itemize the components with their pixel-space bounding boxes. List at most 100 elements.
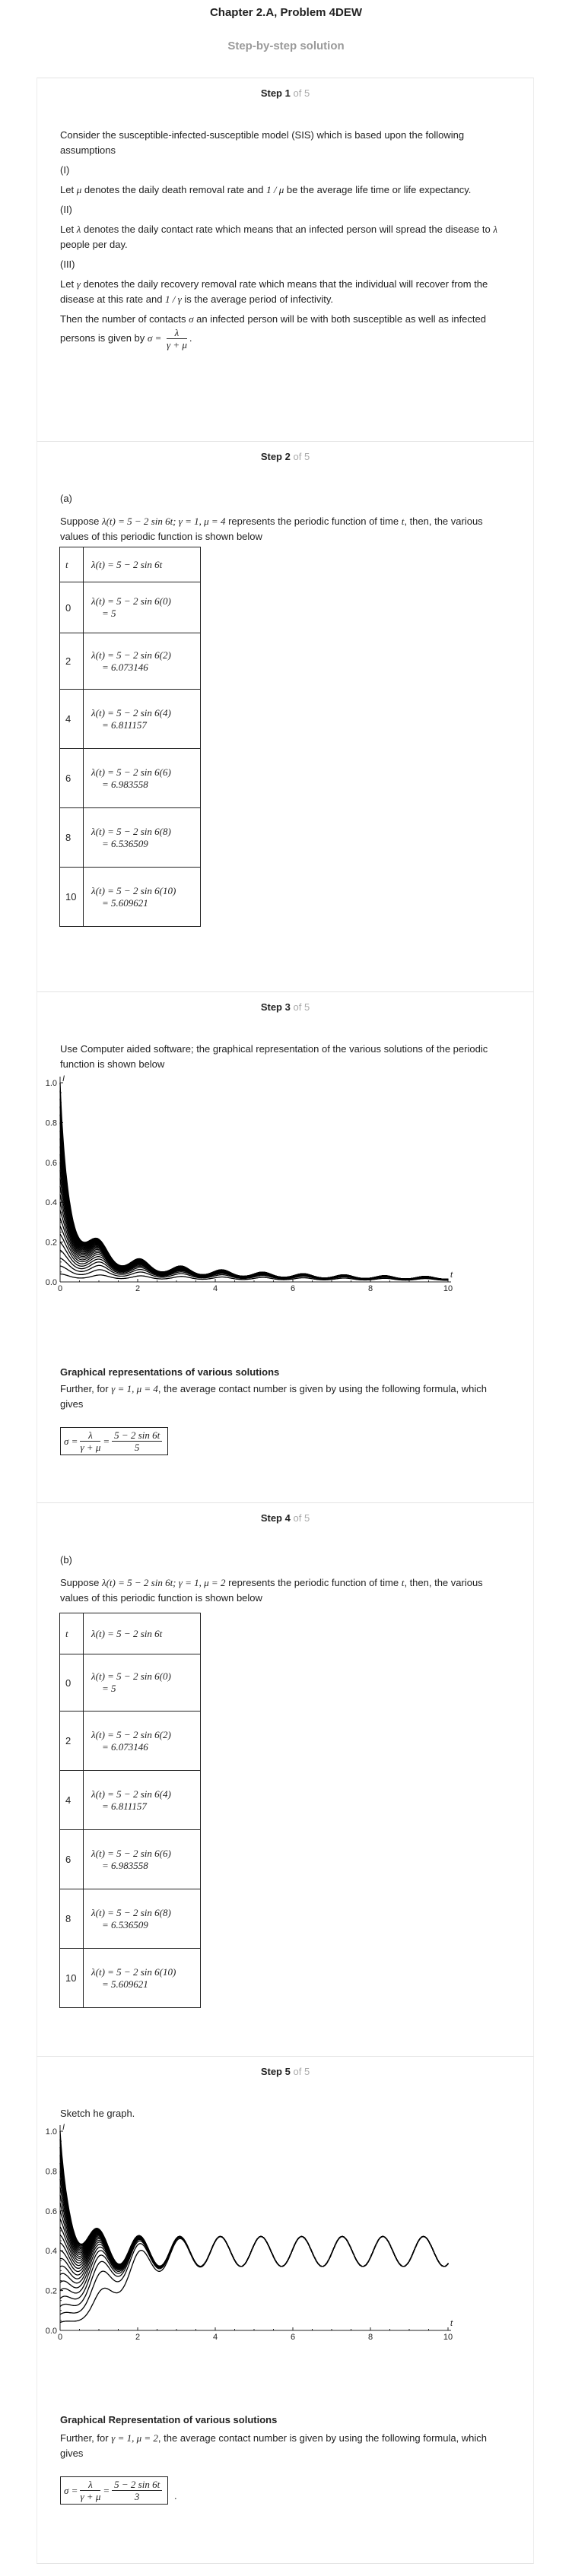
y-tick-label: 1.0 (46, 2127, 57, 2137)
part-a-suppose: Suppose λ(t) = 5 − 2 sin 6t; γ = 1, μ = … (60, 516, 483, 542)
solution-curve (59, 2162, 450, 2267)
step-3-further: Further, for γ = 1, μ = 4, the average c… (60, 1383, 488, 1410)
x-tick-label: 0 (58, 2333, 62, 2340)
y-axis-var: I (62, 1074, 65, 1083)
solution-curve (59, 2139, 450, 2267)
step-4: Step 4 of 5 (b) Suppose λ(t) = 5 − 2 sin… (37, 1502, 534, 2056)
solution-curve (59, 2219, 450, 2267)
step-3-header: Step 3 of 5 (260, 1001, 310, 1013)
solution-curve (59, 2187, 450, 2267)
step-4-header: Step 4 of 5 (260, 1512, 310, 1524)
solution-curve (59, 1178, 449, 1280)
table-row: 0 λ(t) = 5 − 2 sin 6(0) = 5 (59, 1654, 201, 1712)
step-3: Step 3 of 5 Use Computer aided software;… (37, 991, 534, 1502)
step-1: Step 1 of 5 Consider the susceptible-inf… (37, 78, 534, 441)
solution-curve (59, 1122, 449, 1280)
solution-curve (59, 1265, 449, 1280)
table-row: 4 λ(t) = 5 − 2 sin 6(4) = 6.811157 (59, 1770, 201, 1830)
step-5: Step 5 of 5 Sketch he graph. 0 2 4 6 8 10 0.0 0… (37, 2056, 534, 2564)
values-table-b: t λ(t) = 5 − 2 sin 6t 0 λ(t) = 5 − 2 sin… (59, 1613, 201, 2008)
y-tick-label: 0.0 (46, 2327, 57, 2336)
label-iii: (III) (60, 259, 75, 270)
solution-curve (59, 2226, 450, 2267)
values-table-a: t λ(t) = 5 − 2 sin 6t 0 λ(t) = 5 − 2 sin… (59, 547, 201, 927)
chart-b-caption: Graphical Representation of various solu… (60, 2414, 278, 2425)
y-tick-label: 1.0 (46, 1079, 57, 1088)
x-axis-var: t (450, 2319, 453, 2328)
assumption-ii: Let λ denotes the daily contact rate whi… (60, 224, 497, 250)
table-row: 8 λ(t) = 5 − 2 sin 6(8) = 6.536509 (59, 807, 201, 868)
solution-curve (59, 2235, 450, 2315)
x-tick-label: 6 (291, 2333, 295, 2340)
x-tick-label: 10 (443, 1284, 453, 1291)
step-1-header: Step 1 of 5 (37, 87, 533, 99)
y-tick-label: 0.6 (46, 1159, 57, 1168)
table-row: 8 λ(t) = 5 − 2 sin 6(8) = 6.536509 (59, 1889, 201, 1949)
solution-curve (59, 1098, 449, 1280)
solution-curve (60, 1273, 449, 1281)
y-tick-label: 0.2 (46, 2287, 57, 2296)
chart-a-caption: Graphical representations of various sol… (60, 1366, 280, 1378)
solution-curve (59, 1210, 449, 1280)
contact-number-definition: Then the number of contacts σ an infecte… (60, 313, 486, 351)
table-row: 2 λ(t) = 5 − 2 sin 6(2) = 6.073146 (59, 633, 201, 690)
y-axis-var: I (62, 2123, 65, 2132)
table-row: 10 λ(t) = 5 − 2 sin 6(10) = 5.609621 (59, 867, 201, 927)
x-tick-label: 10 (443, 2333, 453, 2340)
y-tick-label: 0.8 (46, 1118, 57, 1128)
solution-curve (59, 1146, 449, 1280)
assumption-i: Let μ denotes the daily death removal ra… (60, 184, 472, 195)
step-5-further: Further, for γ = 1, μ = 2, the average c… (60, 2432, 488, 2459)
x-tick-label: 8 (368, 2333, 373, 2340)
y-tick-label: 0.0 (46, 1278, 57, 1287)
solution-curve (59, 1162, 449, 1280)
page-title: Chapter 2.A, Problem 4DEW (209, 6, 363, 19)
table-row: 0 λ(t) = 5 − 2 sin 6(0) = 5 (59, 582, 201, 633)
x-tick-label: 4 (213, 2333, 218, 2340)
x-tick-label: 2 (135, 2333, 140, 2340)
x-tick-label: 0 (58, 1284, 62, 1291)
page-subtitle: Step-by-step solution (227, 40, 345, 52)
solution-curve (59, 2155, 450, 2267)
y-tick-label: 0.4 (46, 1198, 57, 1207)
table-row: 4 λ(t) = 5 − 2 sin 6(4) = 6.811157 (59, 689, 201, 749)
y-tick-label: 0.6 (46, 2207, 57, 2216)
formula-end: . (174, 2490, 177, 2501)
solution-curve (59, 2130, 450, 2267)
label-ii: (II) (60, 204, 72, 215)
solution-curve (59, 2178, 450, 2267)
solution-curve (59, 2234, 450, 2267)
y-tick-label: 0.8 (46, 2167, 57, 2176)
solution-curve (59, 1154, 449, 1280)
y-tick-label: 0.2 (46, 1239, 57, 1248)
solution-curve (59, 2203, 450, 2267)
table-head-t: t (59, 547, 84, 582)
table-head-eq: λ(t) = 5 − 2 sin 6t (83, 547, 201, 582)
solution-curve (59, 1082, 449, 1280)
step-3-intro: Use Computer aided software; the graphic… (60, 1043, 488, 1070)
solution-curve (59, 1138, 449, 1280)
solution-curve (59, 2171, 450, 2267)
solution-curve (59, 2235, 450, 2279)
label-i: (I) (60, 164, 70, 176)
x-tick-label: 4 (213, 1284, 218, 1291)
step-5-intro: Sketch he graph. (60, 2108, 135, 2119)
solution-curve (59, 1114, 449, 1280)
table-row: 6 λ(t) = 5 − 2 sin 6(6) = 6.983558 (59, 1829, 201, 1889)
step-2-header: Step 2 of 5 (260, 451, 310, 462)
solution-curve (59, 2194, 450, 2267)
x-tick-label: 6 (291, 1284, 295, 1291)
part-b-suppose: Suppose λ(t) = 5 − 2 sin 6t; γ = 1, μ = … (60, 1577, 483, 1604)
solution-curve (59, 1170, 449, 1280)
solution-curve (59, 2235, 450, 2324)
sigma-fraction: λ γ + μ (166, 327, 187, 351)
x-tick-label: 8 (368, 1284, 373, 1291)
y-tick-label: 0.4 (46, 2247, 57, 2256)
solution-curve (59, 2210, 450, 2267)
solution-curve (59, 1130, 449, 1280)
step-word: Step (260, 87, 282, 99)
part-a-label: (a) (60, 493, 72, 504)
step-5-header: Step 5 of 5 (260, 2066, 310, 2077)
step-number: 1 (284, 87, 291, 99)
